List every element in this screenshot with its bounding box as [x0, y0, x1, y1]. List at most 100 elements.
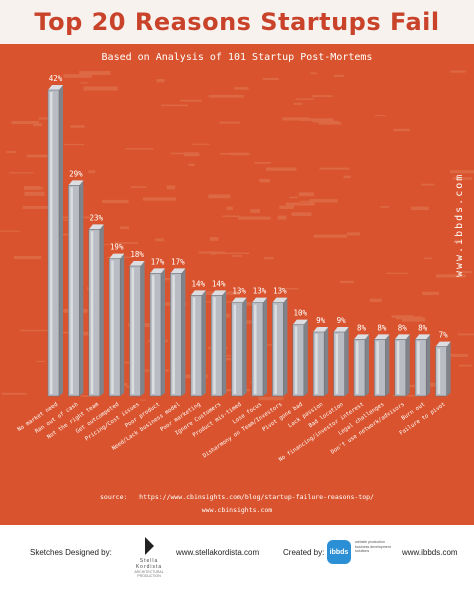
bar-side: [222, 290, 227, 396]
bar-top: [354, 334, 369, 340]
bar-highlight: [335, 334, 339, 394]
bar: [394, 339, 407, 397]
bar-side: [385, 334, 390, 396]
value-label: 13%: [253, 287, 267, 296]
source-label: source:: [100, 493, 128, 501]
source-url-link[interactable]: https://www.cbinsights.com/blog/startup-…: [139, 493, 374, 501]
bar-side: [426, 334, 431, 396]
bar: [149, 273, 162, 397]
bar-highlight: [356, 341, 359, 394]
bar: [312, 331, 325, 397]
bar-top: [231, 297, 247, 303]
bar-highlight: [417, 341, 420, 394]
bar: [170, 273, 182, 397]
bar: [435, 346, 447, 397]
bar-highlight: [233, 304, 237, 394]
created-label: Created by:: [283, 548, 325, 557]
bar: [251, 302, 264, 397]
bar-top: [129, 261, 145, 266]
bar: [292, 324, 305, 397]
stellakordista-url-link[interactable]: www.stellakordista.com: [176, 548, 260, 557]
bar-highlight: [131, 268, 135, 394]
bar-highlight: [294, 326, 298, 394]
bar: [47, 89, 60, 397]
bar: [272, 302, 284, 397]
bar-side: [344, 327, 349, 396]
bar: [231, 302, 243, 397]
bar-highlight: [437, 348, 441, 394]
bar: [190, 295, 203, 397]
page-title: Top 20 Reasons Startups Fail: [34, 8, 440, 36]
bar-top: [292, 319, 308, 325]
value-label: 8%: [418, 323, 428, 332]
source-site-link[interactable]: www.cbinsights.com: [201, 506, 273, 514]
bar-highlight: [376, 341, 379, 394]
sk-logo-name: Stella Kordista: [135, 558, 163, 570]
bar: [374, 339, 386, 397]
value-label: 8%: [398, 323, 408, 332]
bar-highlight: [192, 297, 196, 394]
bar: [68, 185, 80, 397]
value-label: 18%: [130, 250, 144, 259]
value-label: 7%: [439, 331, 449, 340]
bar-highlight: [50, 92, 53, 394]
value-label: 14%: [212, 279, 226, 288]
bar-highlight: [213, 297, 216, 394]
bar-highlight: [111, 260, 114, 394]
bar-highlight: [172, 275, 175, 394]
bar-side: [242, 297, 247, 396]
bar-side: [446, 341, 451, 396]
footer: Sketches Designed by: Stella Kordista AR…: [0, 525, 474, 592]
chart-subtitle: Based on Analysis of 101 Startup Post-Mo…: [101, 52, 373, 63]
value-label: 17%: [151, 257, 165, 266]
ibbds-url-link[interactable]: www.ibbds.com: [402, 548, 458, 557]
bar-top: [68, 180, 84, 186]
source-line: source: https://www.cbinsights.com/blog/…: [0, 493, 474, 501]
bar-side: [59, 85, 63, 396]
bar-top: [394, 334, 410, 340]
bar-top: [435, 341, 451, 347]
ibbds-tagline: website production business development …: [355, 540, 391, 554]
bar-top: [333, 327, 349, 332]
bar-top: [211, 290, 227, 296]
stella-kordista-logo: Stella Kordista ARCHITECTURAL PRODUCTION: [126, 537, 172, 578]
value-label: 23%: [90, 213, 104, 222]
value-label: 8%: [357, 323, 367, 332]
bar-top: [170, 268, 186, 274]
bar: [414, 339, 427, 397]
bar-top: [88, 224, 104, 230]
bar-side: [181, 268, 186, 396]
bar-highlight: [254, 304, 257, 394]
bar-highlight: [274, 304, 277, 394]
bar-side: [161, 268, 165, 396]
bar: [108, 258, 121, 397]
bar-top: [272, 297, 288, 303]
bar-side: [99, 224, 104, 396]
bar: [353, 339, 366, 397]
bar-side: [283, 297, 288, 396]
bar: [210, 295, 223, 397]
bar-side: [120, 253, 125, 396]
bar-top: [190, 290, 206, 296]
bar-highlight: [70, 187, 73, 394]
bar-top: [252, 297, 267, 303]
title-bar: Top 20 Reasons Startups Fail: [0, 0, 474, 44]
bar-group: 42%No market need: [17, 74, 63, 433]
value-label: 42%: [49, 74, 63, 83]
bar-top: [150, 268, 165, 274]
value-label: 13%: [273, 287, 287, 296]
value-label: 10%: [294, 309, 308, 318]
bar-side: [201, 290, 206, 396]
bar-top: [313, 327, 329, 332]
bar-top: [374, 334, 390, 340]
bar-side: [365, 334, 369, 396]
value-label: 29%: [69, 169, 83, 178]
value-label: 14%: [192, 279, 206, 288]
bar-side: [140, 261, 145, 396]
bar-side: [263, 297, 267, 396]
bar-side: [324, 327, 329, 396]
bar-top: [48, 85, 63, 90]
bar-highlight: [152, 275, 155, 394]
value-label: 19%: [110, 243, 124, 252]
